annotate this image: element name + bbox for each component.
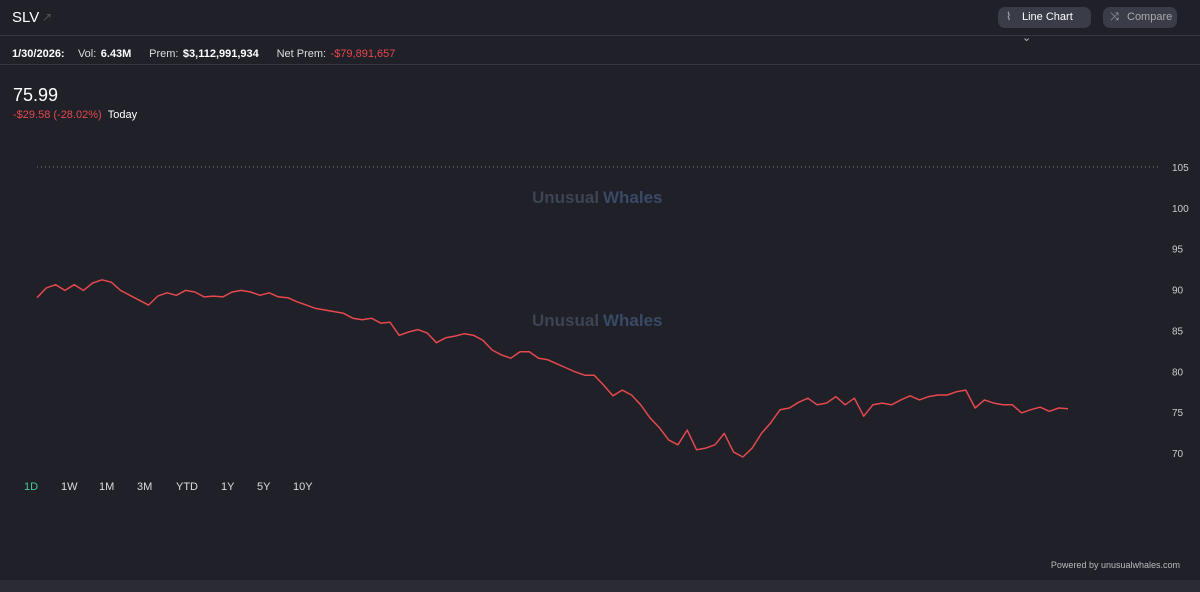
last-price: 75.99 <box>13 85 59 105</box>
y-tick-label: 100 <box>1172 204 1189 215</box>
label: Prem: <box>149 48 179 60</box>
stats-bar: 1/30/2026: Vol: 6.43M Prem: $3,112,991,9… <box>0 36 1200 65</box>
header: SLV ↗ ⌇ Line Chart ⌄ ⤨ Compare <box>0 0 1200 44</box>
watermark: Whales <box>603 188 663 207</box>
button-label: Line Chart <box>1022 11 1073 23</box>
y-tick-label: 75 <box>1172 408 1184 419</box>
y-tick-label: 80 <box>1172 367 1184 378</box>
price-change: -$29.58 (-28.02%) Today <box>13 109 137 121</box>
footer: Powered by unusualwhales.com <box>1050 560 1180 570</box>
ticker[interactable]: SLV <box>12 9 40 26</box>
chart: Unusual Whales Unusual Whales 70 75 80 85 90… <box>36 163 1189 460</box>
label: Net Prem: <box>276 48 327 60</box>
watermark: Whales <box>603 311 663 330</box>
range-button[interactable]: 1D <box>24 481 39 493</box>
volume: 6.43M <box>100 48 132 60</box>
button-label: Compare <box>1127 11 1173 23</box>
range-button[interactable]: 1W <box>61 481 78 493</box>
open-icon[interactable]: ↗ <box>42 10 53 24</box>
y-tick-label: 90 <box>1172 286 1184 297</box>
y-tick-label: 105 <box>1172 163 1189 174</box>
range-button[interactable]: 10Y <box>293 481 313 493</box>
period: Today <box>107 109 138 121</box>
y-tick-label: 70 <box>1172 449 1184 460</box>
watermark: Unusual <box>532 188 599 207</box>
compare-button[interactable]: ⤨ Compare <box>1103 7 1177 28</box>
y-tick-label: 85 <box>1172 326 1184 337</box>
range-button[interactable]: 5Y <box>257 481 271 493</box>
net-premium: -$79,891,657 <box>330 48 396 60</box>
range-button[interactable]: 3M <box>137 481 153 493</box>
date: 1/30/2026: <box>12 48 65 60</box>
premium: $3,112,991,934 <box>182 48 259 60</box>
y-tick-label: 95 <box>1172 245 1184 256</box>
range-button[interactable]: 1Y <box>221 481 235 493</box>
chart-type-button[interactable]: ⌇ Line Chart ⌄ <box>998 7 1091 44</box>
range-button[interactable]: YTD <box>176 481 198 493</box>
stats: 1/30/2026: Vol: 6.43M Prem: $3,112,991,9… <box>12 44 395 62</box>
range-button[interactable]: 1M <box>99 481 115 493</box>
price-line <box>36 279 1069 458</box>
label: Vol: <box>77 48 97 60</box>
change: -$29.58 (-28.02%) <box>13 109 102 121</box>
app: SLV ↗ ⌇ Line Chart ⌄ ⤨ Compare 1/30/2026: … <box>0 0 1200 580</box>
watermark: Unusual <box>532 311 599 330</box>
